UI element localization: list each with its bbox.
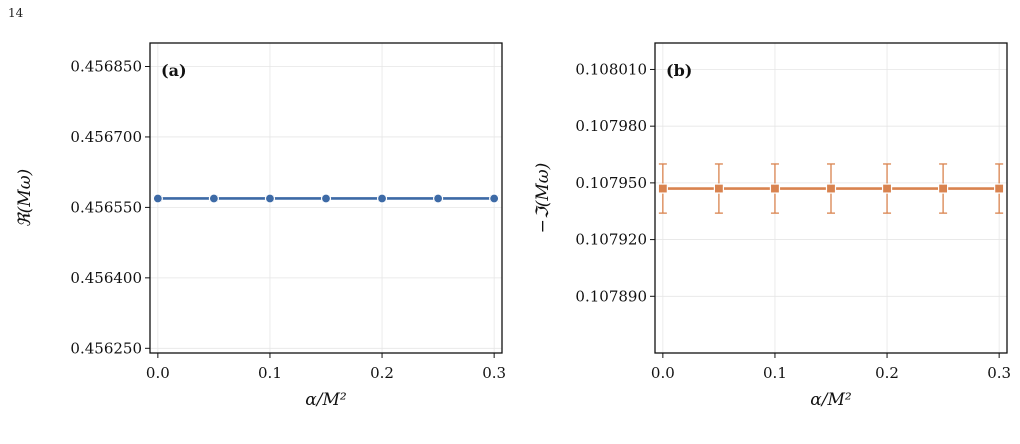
- x-axis-label: α/M²: [810, 390, 852, 410]
- chart-panel-2: 0.107890 0.107920 0.107950 0.107980 0.108010…: [533, 42, 1011, 410]
- y-tick-label: 0.107890: [575, 287, 647, 305]
- data-point: [881, 183, 893, 194]
- data-point: [489, 193, 500, 204]
- panel-label: (b): [666, 61, 692, 80]
- y-tick-label: 0.456850: [70, 57, 142, 75]
- x-tick-label: 0.0: [146, 364, 170, 382]
- y-tick-label: 0.456400: [70, 269, 142, 287]
- y-tick-label: 0.107980: [575, 117, 647, 135]
- y-axis-label: −ℑ(Mω): [533, 163, 553, 234]
- data-point: [264, 193, 276, 204]
- y-tick-label: 0.456550: [70, 198, 142, 216]
- x-tick-label: 0.1: [258, 364, 282, 382]
- x-tick-label: 0.3: [987, 364, 1011, 382]
- x-tick-label: 0.2: [370, 364, 394, 382]
- x-axis-label: α/M²: [305, 390, 347, 410]
- data-point: [657, 183, 668, 194]
- y-tick-label: 0.107920: [575, 231, 647, 249]
- plot-frame: [654, 42, 1008, 354]
- data-point: [320, 193, 332, 204]
- x-tick-label: 0.2: [875, 364, 899, 382]
- chart-panel-1: 0.456250 0.456400 0.456550 0.456700 0.456850…: [15, 42, 506, 410]
- data-point: [433, 193, 444, 204]
- y-tick-label: 0.456700: [70, 128, 142, 146]
- panel-label: (a): [161, 61, 187, 80]
- x-tick-label: 0.3: [482, 364, 506, 382]
- y-tick-label: 0.108010: [575, 60, 647, 78]
- data-point: [152, 193, 163, 204]
- data-point: [713, 183, 724, 194]
- data-point: [825, 183, 837, 194]
- data-point: [376, 193, 388, 204]
- plot-frame: [149, 42, 503, 354]
- data-point: [994, 183, 1005, 194]
- x-tick-label: 0.1: [763, 364, 787, 382]
- y-tick-label: 0.456250: [70, 339, 142, 357]
- y-tick-label: 0.107950: [575, 174, 647, 192]
- x-tick-label: 0.0: [651, 364, 675, 382]
- data-point: [938, 183, 949, 194]
- data-point: [769, 183, 781, 194]
- y-axis-label: ℜ(Mω): [15, 169, 35, 227]
- page-number: 14: [8, 6, 24, 20]
- data-point: [208, 193, 219, 204]
